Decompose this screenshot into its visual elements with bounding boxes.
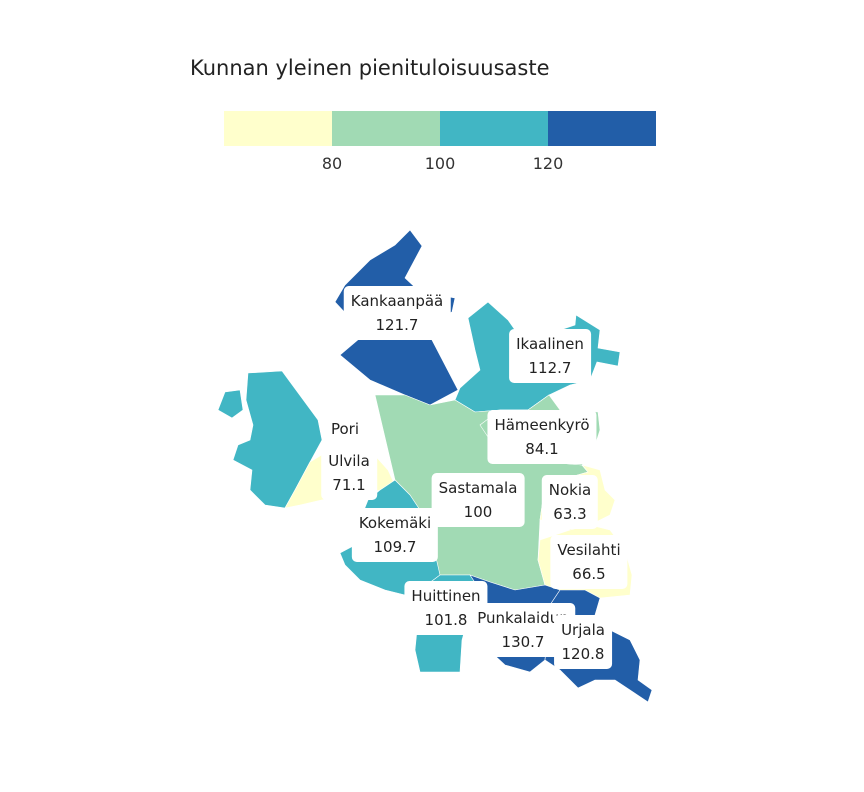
label-kankaanpaa: Kankaanpää 121.7 [343,286,451,340]
label-urjala: Urjala 120.8 [554,615,612,669]
municipality-value: 84.1 [525,440,559,458]
municipality-value: 101.8 [424,611,468,629]
municipality-value: 71.1 [332,476,366,494]
legend-tick: 80 [321,154,343,173]
municipality-value: 109.7 [373,538,417,556]
municipality-name: Hämeenkyrö [494,416,590,434]
municipality-name: Sastamala [438,479,518,497]
municipality-name: Pori [330,420,360,438]
municipality-value: 63.3 [553,505,587,523]
municipality-name: Kokemäki [358,514,432,532]
municipality-name: Punkalaidun [477,609,569,627]
municipality-name: Ikaalinen [516,335,584,353]
label-kokemaki: Kokemäki 109.7 [351,508,439,562]
map-title: Kunnan yleinen pienituloisuusaste [190,56,550,80]
legend-swatch-4 [548,111,656,146]
municipality-value: 112.7 [528,359,572,377]
legend-swatch-2 [332,111,440,146]
label-vesilahti: Vesilahti 66.5 [550,535,628,589]
label-hameenkyro: Hämeenkyrö 84.1 [487,410,597,464]
municipality-value: 121.7 [375,316,419,334]
label-nokia: Nokia 63.3 [541,475,599,529]
legend-tick: 120 [532,154,564,173]
legend-swatch-3 [440,111,548,146]
color-legend [224,111,656,146]
label-sastamala: Sastamala 100 [431,473,525,527]
region-pori[interactable] [217,370,323,509]
legend-tick: 100 [424,154,456,173]
municipality-value: 100 [463,503,493,521]
municipality-name: Ulvila [328,452,370,470]
municipality-name: Vesilahti [557,541,621,559]
municipality-value: 130.7 [501,633,545,651]
municipality-value: 120.8 [561,645,605,663]
municipality-name: Kankaanpää [350,292,444,310]
municipality-name: Urjala [561,621,605,639]
label-ikaalinen: Ikaalinen 112.7 [509,329,591,383]
municipality-name: Huittinen [411,587,481,605]
municipality-value: 66.5 [572,565,606,583]
municipality-name: Nokia [548,481,592,499]
legend-swatch-1 [224,111,332,146]
label-ulvila: Ulvila 71.1 [321,446,377,500]
label-pori: Pori [323,414,367,444]
